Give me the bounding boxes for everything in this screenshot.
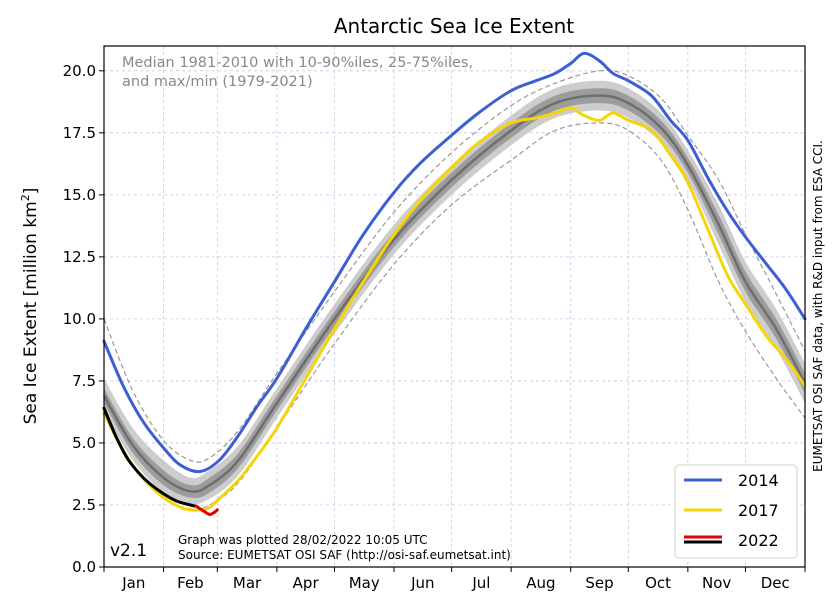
series-lines [102, 51, 807, 516]
x-tick-label: Apr [293, 574, 320, 592]
y-axis-label: Sea Ice Extent [million km2] [19, 188, 41, 425]
y-axis-label-main: Sea Ice Extent [million km [21, 201, 41, 424]
y-tick-label: 20.0 [63, 62, 96, 80]
series-line-2014 [102, 51, 807, 474]
x-tick-label: Jan [121, 574, 145, 592]
plot-frame [103, 45, 806, 568]
y-tick-label: 10.0 [63, 310, 96, 328]
x-axis-ticks: Jan Feb Mar Apr May Jun Jul Aug Sep Oct Nov Dec [103, 567, 806, 592]
x-tick-label: Oct [645, 574, 671, 592]
max-line [103, 69, 806, 463]
y-tick-label: 2.5 [72, 496, 96, 514]
y-tick-label: 12.5 [63, 248, 96, 266]
legend-label-2017: 2017 [738, 501, 779, 520]
legend-label-2022: 2022 [738, 531, 779, 550]
y-tick-label: 7.5 [72, 372, 96, 390]
chart-title: Antarctic Sea Ice Extent [334, 14, 574, 38]
legend: 2014 2017 2022 [674, 464, 798, 559]
x-tick-label: May [349, 574, 380, 592]
x-tick-label: Feb [177, 574, 204, 592]
x-tick-label: Mar [233, 574, 262, 592]
series-line-2022-recent [194, 504, 219, 516]
x-tick-label: Nov [702, 574, 731, 592]
y-tick-label: 5.0 [72, 434, 96, 452]
x-tick-label: Jul [471, 574, 490, 592]
x-tick-label: Jun [410, 574, 434, 592]
credit-text: EUMETSAT OSI SAF data, with R&D input fr… [811, 140, 825, 472]
legend-box [674, 464, 798, 559]
y-axis-label-end: ] [21, 188, 41, 195]
y-axis-label-sup: 2 [19, 194, 32, 201]
legend-label-2014: 2014 [738, 471, 779, 490]
x-tick-label: Sep [585, 574, 613, 592]
series-line-2022 [102, 406, 198, 508]
source-note: Source: EUMETSAT OSI SAF (http://osi-saf… [178, 548, 511, 562]
y-tick-label: 17.5 [63, 124, 96, 142]
median-note-line1: Median 1981-2010 with 10-90%iles, 25-75%… [122, 55, 473, 71]
x-tick-label: Aug [526, 574, 555, 592]
x-tick-label: Dec [761, 574, 790, 592]
median-line [102, 94, 807, 493]
version-label: v2.1 [110, 541, 147, 561]
series-line-2017 [102, 106, 807, 512]
median-note-line2: and max/min (1979-2021) [122, 74, 313, 90]
band-25-75 [104, 88, 805, 498]
y-tick-label: 0.0 [72, 558, 96, 576]
y-tick-label: 15.0 [63, 186, 96, 204]
plotted-note: Graph was plotted 28/02/2022 10:05 UTC [178, 533, 428, 547]
y-axis-ticks: 0.0 2.5 5.0 7.5 10.0 12.5 15.0 17.5 20.0 [63, 62, 104, 576]
